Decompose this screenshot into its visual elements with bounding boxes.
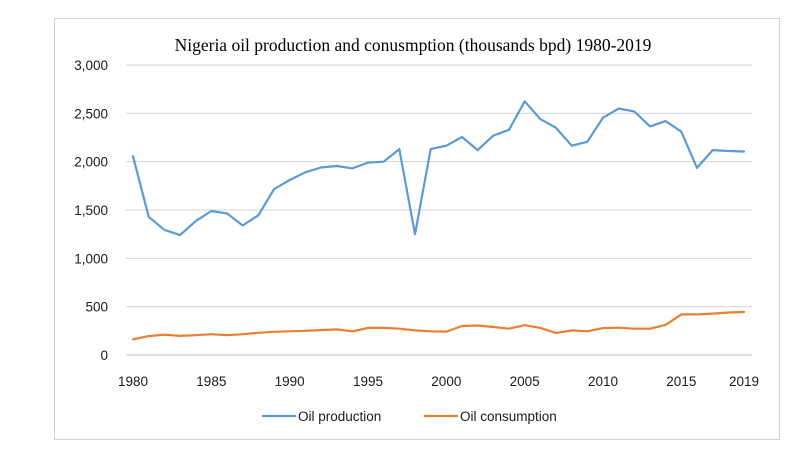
oil-consumption-series: [131, 310, 746, 341]
y-tick-label: 2,000: [74, 155, 108, 170]
x-axis-tick-labels: 1980 1985 1990 1995 2000 2005 2010 2015 2019: [118, 374, 759, 389]
y-tick-label: 1,500: [74, 203, 108, 218]
oil-production-line: [131, 100, 746, 237]
legend: Oil production Oil consumption: [262, 409, 557, 424]
y-tick-label: 2,500: [74, 106, 108, 121]
oil-production-series: [131, 100, 746, 237]
x-tick-label: 2010: [588, 374, 618, 389]
chart-title: Nigeria oil production and conusmption (…: [175, 35, 652, 55]
x-tick-label: 1980: [118, 374, 148, 389]
x-tick-label: 1990: [275, 374, 305, 389]
legend-label-oil-consumption: Oil consumption: [460, 409, 557, 424]
grid-layer: [126, 64, 752, 356]
legend-label-oil-production: Oil production: [298, 409, 381, 424]
y-axis-tick-labels: 0 500 1,000 1,500 2,000 2,500 3,000: [74, 58, 108, 363]
y-tick-label: 1,000: [74, 251, 108, 266]
x-tick-label: 2019: [729, 374, 759, 389]
x-tick-label: 2015: [666, 374, 696, 389]
x-tick-label: 1995: [353, 374, 383, 389]
y-tick-label: 0: [100, 348, 108, 363]
x-tick-label: 1985: [196, 374, 226, 389]
oil-consumption-line: [131, 310, 746, 341]
series-layer: [131, 100, 746, 341]
x-tick-label: 2005: [510, 374, 540, 389]
y-tick-label: 500: [85, 300, 108, 315]
x-tick-label: 2000: [431, 374, 461, 389]
y-tick-label: 3,000: [74, 58, 108, 73]
